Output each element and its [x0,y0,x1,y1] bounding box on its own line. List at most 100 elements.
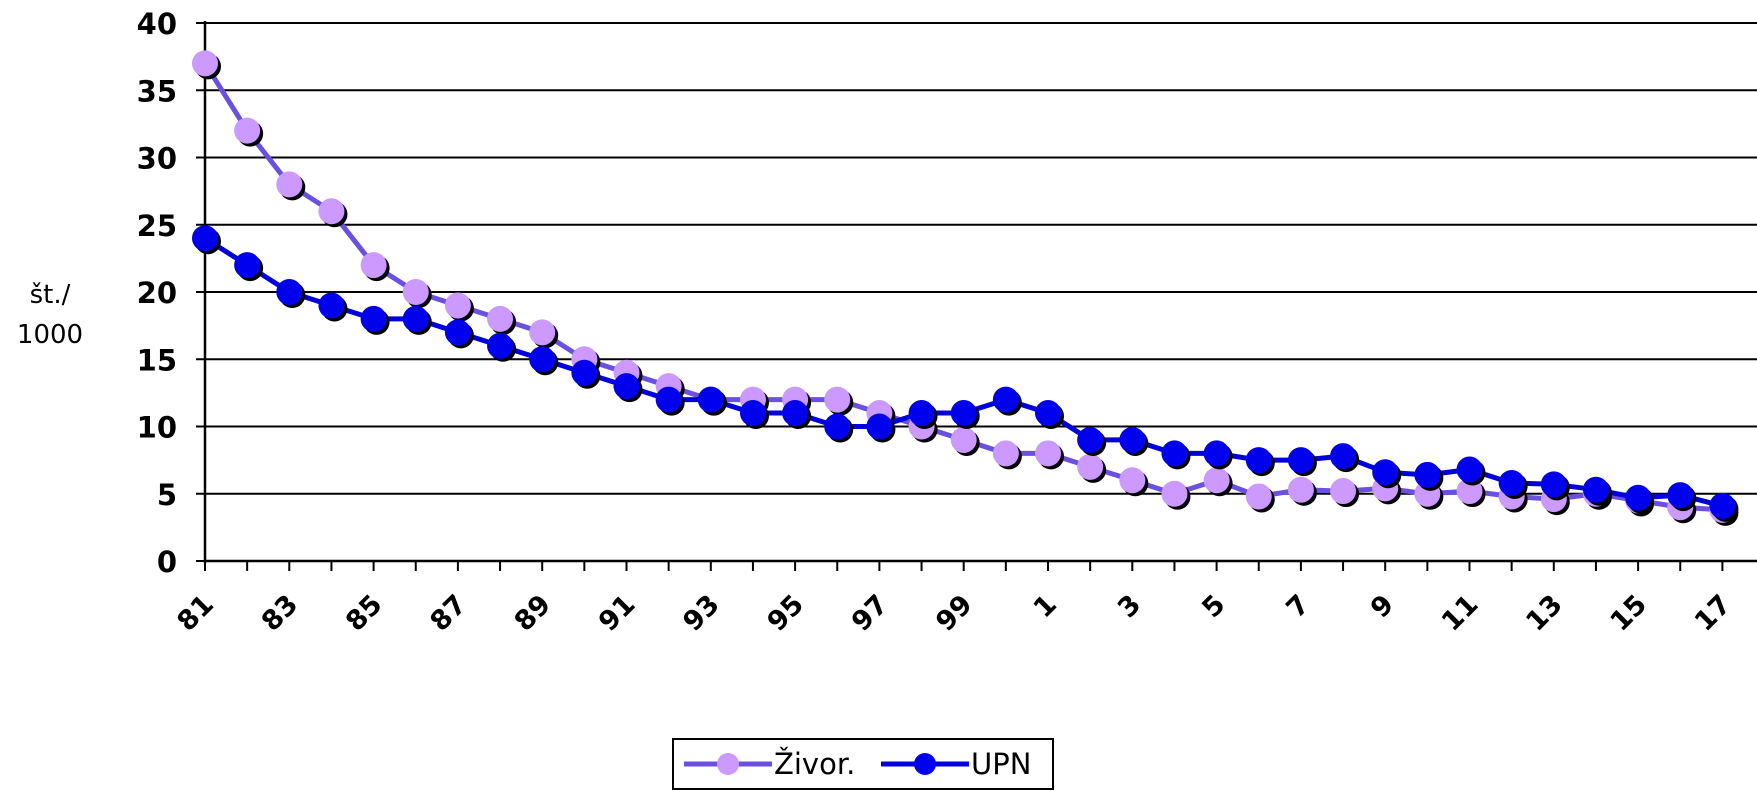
series-zivor-point-3 [1119,467,1146,494]
x-axis-tick-labels: 81 83 85 87 89 91 93 95 97 99 1 3 5 7 9 11 13 15 17 [171,589,1737,637]
x-tick-label-15: 15 [1605,589,1653,637]
x-tick-label-95: 95 [762,589,810,637]
y-tick-label-30: 30 [137,142,177,176]
series-upn-point-95 [782,400,809,427]
series-zivor-point-00 [992,440,1019,467]
series-upn [192,225,1739,522]
series-upn-point-4 [1161,440,1188,467]
series-upn-point-87 [444,319,471,346]
series-zivor-point-84 [318,198,345,225]
y-tick-label-15: 15 [137,343,177,377]
series-upn-point-81 [192,225,218,252]
y-tick-label-20: 20 [137,276,177,310]
series-upn-point-83 [276,279,303,305]
x-tick-label-85: 85 [340,589,388,637]
y-tick-label-10: 10 [137,411,177,445]
series-upn-point-00 [992,386,1019,413]
legend-item-zivor: Živor. [682,740,855,788]
y-tick-label-0: 0 [157,545,177,579]
series-upn-point-10 [1414,461,1441,488]
series-upn-point-82 [234,252,261,279]
series-zivor-point-89 [529,319,556,346]
series-upn-point-98 [908,400,935,427]
series-zivor-point-81 [192,50,218,77]
series-upn-point-17 [1709,492,1736,519]
series-zivor-point-4 [1161,480,1188,507]
x-tick-label-1: 1 [1028,589,1063,624]
series-upn-point-16 [1667,482,1694,509]
series-zivor-point-82 [234,117,261,144]
x-tick-label-3: 3 [1112,589,1147,624]
series-upn-point-6 [1245,447,1272,474]
series-upn-point-12 [1498,469,1525,496]
x-tick-label-91: 91 [593,589,641,637]
series-zivor-point-88 [487,305,514,332]
x-tick-label-83: 83 [256,589,304,637]
series-zivor-point-87 [444,292,471,319]
series-upn-point-15 [1625,484,1652,511]
series-zivor-point-5 [1203,467,1230,494]
y-tick-label-35: 35 [137,74,177,108]
gridlines [205,22,1757,495]
series-upn-point-5 [1203,440,1230,467]
x-tick-label-5: 5 [1196,589,1231,624]
y-tick-label-40: 40 [137,7,177,41]
series-zivor-point-7 [1287,476,1314,503]
series-upn-point-86 [402,305,429,332]
x-tick-label-99: 99 [930,589,978,637]
x-tick-label-13: 13 [1520,589,1568,637]
series-upn-point-85 [360,305,387,332]
series-upn-point-13 [1540,471,1567,498]
series-zivor-point-2 [1077,453,1104,480]
legend-label-zivor: Živor. [774,747,856,781]
series-upn-point-90 [571,359,598,386]
series-upn-point-99 [950,400,977,427]
series-zivor-point-99 [950,426,977,453]
series-zivor-point-85 [360,252,387,279]
series-upn-point-2 [1077,426,1104,453]
series-upn-point-8 [1330,443,1357,470]
series-upn-point-88 [487,332,514,359]
series-upn-point-84 [318,292,345,319]
x-tick-label-11: 11 [1436,589,1484,637]
y-tick-label-5: 5 [157,478,177,512]
series-zivor [192,50,1739,526]
x-tick-label-87: 87 [424,589,472,637]
series-upn-point-3 [1119,426,1146,453]
series-upn-point-1 [1035,400,1061,427]
series-zivor-point-6 [1245,483,1272,510]
x-tick-label-81: 81 [171,589,219,637]
y-axis-title-line-2: 1000 [16,320,84,350]
axes [196,21,1757,571]
x-tick-label-9: 9 [1365,589,1400,624]
series-upn-point-97 [866,413,893,440]
y-axis-title-line-1: št./ [29,280,71,310]
legend-marker-zivor [684,753,772,775]
series-upn-point-89 [529,346,556,373]
x-tick-label-7: 7 [1281,589,1316,624]
series-upn-point-94 [739,400,766,427]
series-zivor-point-86 [402,279,429,305]
series-layer [192,50,1739,526]
legend-item-upn: UPN [879,740,1031,788]
legend-marker-upn [881,753,969,775]
x-tick-label-89: 89 [509,589,557,637]
series-zivor-point-96 [824,386,851,413]
y-axis-tick-labels: 0 5 10 15 20 25 30 35 40 [137,7,177,579]
series-upn-point-9 [1372,459,1399,486]
series-upn-point-96 [824,413,851,440]
x-tick-label-93: 93 [677,589,725,637]
series-upn-point-92 [655,386,682,413]
series-upn-point-93 [697,386,724,413]
series-zivor-point-83 [276,171,303,198]
legend: Živor. UPN [672,738,1054,790]
y-tick-label-25: 25 [137,209,177,243]
series-upn-point-7 [1287,447,1314,474]
y-axis-title: št./ 1000 [0,275,100,355]
series-zivor-point-1 [1035,440,1061,467]
series-upn-line [203,236,1724,509]
x-tick-label-17: 17 [1689,589,1737,637]
legend-label-upn: UPN [971,747,1032,781]
series-upn-point-14 [1582,476,1609,503]
